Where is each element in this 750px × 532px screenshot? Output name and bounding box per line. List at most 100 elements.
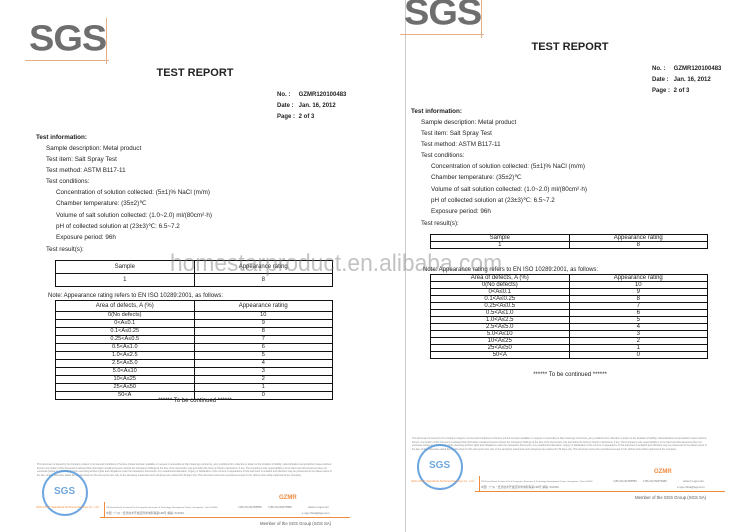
test-results-heading: Test result(s): [421,220,459,227]
defect-area-cell: 2.5<A≤5.0 [55,359,195,368]
defect-area-cell: 10<A≤25 [55,375,195,384]
company-name: SGS-CSTC Standards Technical Services Co… [36,505,100,509]
defect-area-cell: 25<A≤50 [55,383,195,392]
address-cn: 中国・广州・经济技术开发区科学城科珠路198号 邮编: 510663 [106,511,184,515]
report-page: SGS TEST REPORT No. : GZMR120100483 Date… [25,18,350,526]
test-info-heading: Test information: [36,134,87,141]
footer-disclaimer: This document is issued by the Company s… [37,463,332,477]
test-method: Test method: ASTM B117-11 [46,167,126,174]
table-row: 0.25<A≤0.5 7 [55,335,333,344]
report-number: No. : GZMR120100483 [652,66,722,72]
email: e sgs.china@sgs.com [677,485,705,489]
condition-concentration: Concentration of solution collected: (5±… [56,189,210,196]
rating-cell: Appearance rating [568,274,708,282]
rating-cell: 3 [568,330,708,338]
condition-exposure: Exposure period: 96h [431,208,491,215]
rating-cell: 7 [193,335,333,344]
sample-description: Sample description: Metal product [421,119,517,126]
defect-area-cell: 0.5<A≤1.0 [55,343,195,352]
member-text: Member of the SGS Group (SGS SA) [260,521,332,526]
rating-cell: 8 [568,295,708,303]
footer-divider [479,476,480,492]
to-be-continued: ****** To be continued ****** [533,372,607,378]
report-number: No. : GZMR120100483 [277,92,347,98]
rating-cell: 3 [193,367,333,376]
table-row: 0.5<A≤1.0 6 [430,309,708,317]
office-code: GZMR [654,469,672,475]
defect-area-cell: 50<A [430,351,570,359]
condition-ph: pH of collected solution at (23±3)℃: 6.5… [56,223,180,230]
defect-area-cell: 5.0<A≤10 [430,330,570,338]
watermark: homestarproduct.en.alibaba.com [170,250,503,277]
rating-note: Note: Appearance rating refers to EN ISO… [423,267,599,273]
phone: t (86-20) 82155555 [613,479,637,483]
test-conditions-heading: Test conditions: [46,178,90,185]
table-row: 25<A≤50 1 [55,383,333,392]
table-row: 50<A 0 [55,391,333,400]
table-row: 2.5<A≤5.0 4 [430,323,708,331]
table-row: 0.1<A≤0.25 8 [55,327,333,336]
defect-area-cell: 0<A≤0.1 [55,319,195,328]
defect-area-cell: 0<A≤0.1 [430,288,570,296]
report-page-number: Page : 2 of 3 [277,114,315,120]
website: www.cn.sgs.com [308,505,329,509]
defect-area-cell: 0.1<A≤0.25 [55,327,195,336]
rating-cell: 10 [193,311,333,320]
table-header-row: Area of defects, A (%) Appearance rating [55,300,333,312]
defect-area-cell: 0(No defects) [430,281,570,289]
footer-line [100,517,350,518]
table-row: 0(No defects) 10 [55,311,333,320]
address-cn: 中国・广州・经济技术开发区科学城科珠路198号 邮编: 510663 [481,485,559,489]
condition-volume: Volume of salt solution collected: (1.0~… [431,186,587,193]
test-conditions-heading: Test conditions: [421,152,465,159]
defect-area-cell: 1.0<A≤2.5 [430,316,570,324]
defect-area-cell: 25<A≤50 [430,344,570,352]
condition-temperature: Chamber temperature: (35±2)℃ [431,174,522,181]
office-code: GZMR [279,495,297,501]
rating-cell: 0 [193,391,333,400]
table-row: 50<A 0 [430,351,708,359]
phone: t (86-20) 82155555 [238,505,262,509]
rating-cell: 7 [568,302,708,310]
defect-area-cell: 0.25<A≤0.5 [430,302,570,310]
table-row: 1.0<A≤2.5 5 [430,316,708,324]
table-row: 2.5<A≤5.0 4 [55,359,333,368]
table-row: 1.0<A≤2.5 5 [55,351,333,360]
report-title: TEST REPORT [156,67,234,79]
report-page: SGS TEST REPORT No. : GZMR120100483 Date… [375,0,750,506]
member-text: Member of the SGS Group (SGS SA) [635,495,707,500]
report-page-number: Page : 2 of 3 [652,88,690,94]
table-header-row: Sample Appearance rating [55,260,333,274]
rating-cell: 2 [193,375,333,384]
sgs-stamp: SGS [42,470,88,516]
test-item: Test item: Salt Spray Test [46,156,117,163]
footer-divider [104,502,105,518]
rating-cell: 5 [193,351,333,360]
rating-cell: 6 [568,309,708,317]
fax: f (86-20) 82075080 [643,479,667,483]
table-row: 0<A≤0.1 9 [55,319,333,328]
footer-disclaimer: This document is issued by the Company s… [412,437,707,451]
condition-temperature: Chamber temperature: (35±2)℃ [56,200,147,207]
rating-cell: 6 [193,343,333,352]
condition-exposure: Exposure period: 96h [56,234,116,241]
defect-area-cell: 0.5<A≤1.0 [430,309,570,317]
test-info-heading: Test information: [411,108,462,115]
rating-cell: 4 [193,359,333,368]
report-date: Date : Jan. 16, 2012 [277,103,336,109]
table-row: 0(No defects) 10 [430,281,708,289]
table-row: 0<A≤0.1 9 [430,288,708,296]
sgs-logo: SGS [25,18,113,64]
rating-table: Area of defects, A (%) Appearance rating 0… [430,274,708,359]
table-row: 25<A≤50 1 [430,344,708,352]
rating-cell: 2 [568,337,708,345]
rating-cell: 10 [568,281,708,289]
rating-note: Note: Appearance rating refers to EN ISO… [48,293,224,299]
footer-line [475,491,725,492]
defect-area-cell: 1.0<A≤2.5 [55,351,195,360]
condition-volume: Volume of salt solution collected: (1.0~… [56,212,212,219]
table-row: 0.1<A≤0.25 8 [430,295,708,303]
